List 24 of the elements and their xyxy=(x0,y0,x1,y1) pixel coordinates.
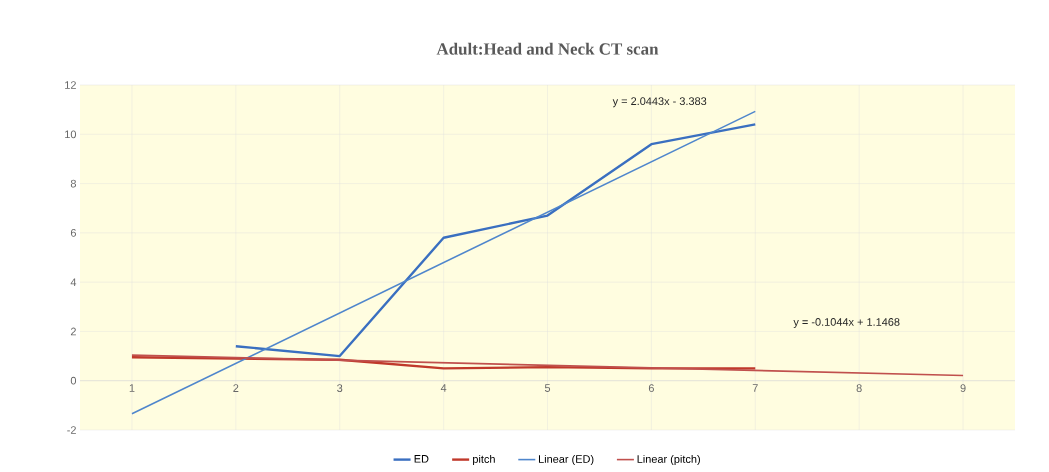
y-tick-label: 2 xyxy=(70,327,76,336)
x-tick-label: 4 xyxy=(440,384,447,392)
x-tick-label: 8 xyxy=(856,384,862,392)
legend-label: Linear (ED) xyxy=(538,454,594,466)
y-tick-label: 8 xyxy=(70,179,76,188)
x-tick-label: 3 xyxy=(337,384,343,392)
legend-label: pitch xyxy=(473,454,495,466)
legend-label: ED xyxy=(414,455,429,463)
legend-label: Linear (pitch) xyxy=(637,454,700,466)
annotation: y = -0.1044x + 1.1468 xyxy=(793,318,900,328)
y-tick-label: -2 xyxy=(67,426,76,434)
y-tick-label: 6 xyxy=(70,228,76,237)
x-tick-label: 5 xyxy=(544,384,551,392)
x-tick-label: 7 xyxy=(752,384,758,392)
y-tick-label: 10 xyxy=(65,130,77,139)
y-tick-label: 0 xyxy=(70,376,77,385)
x-tick-label: 2 xyxy=(233,384,239,392)
x-tick-label: 6 xyxy=(648,384,654,392)
y-tick-label: 12 xyxy=(65,81,76,89)
chart-title: Adult:Head and Neck CT scan xyxy=(436,42,659,55)
x-tick-label: 1 xyxy=(129,384,135,392)
annotation: y = 2.0443x - 3.383 xyxy=(612,97,707,108)
x-tick-label: 9 xyxy=(960,384,966,392)
y-tick-label: 4 xyxy=(70,278,77,286)
